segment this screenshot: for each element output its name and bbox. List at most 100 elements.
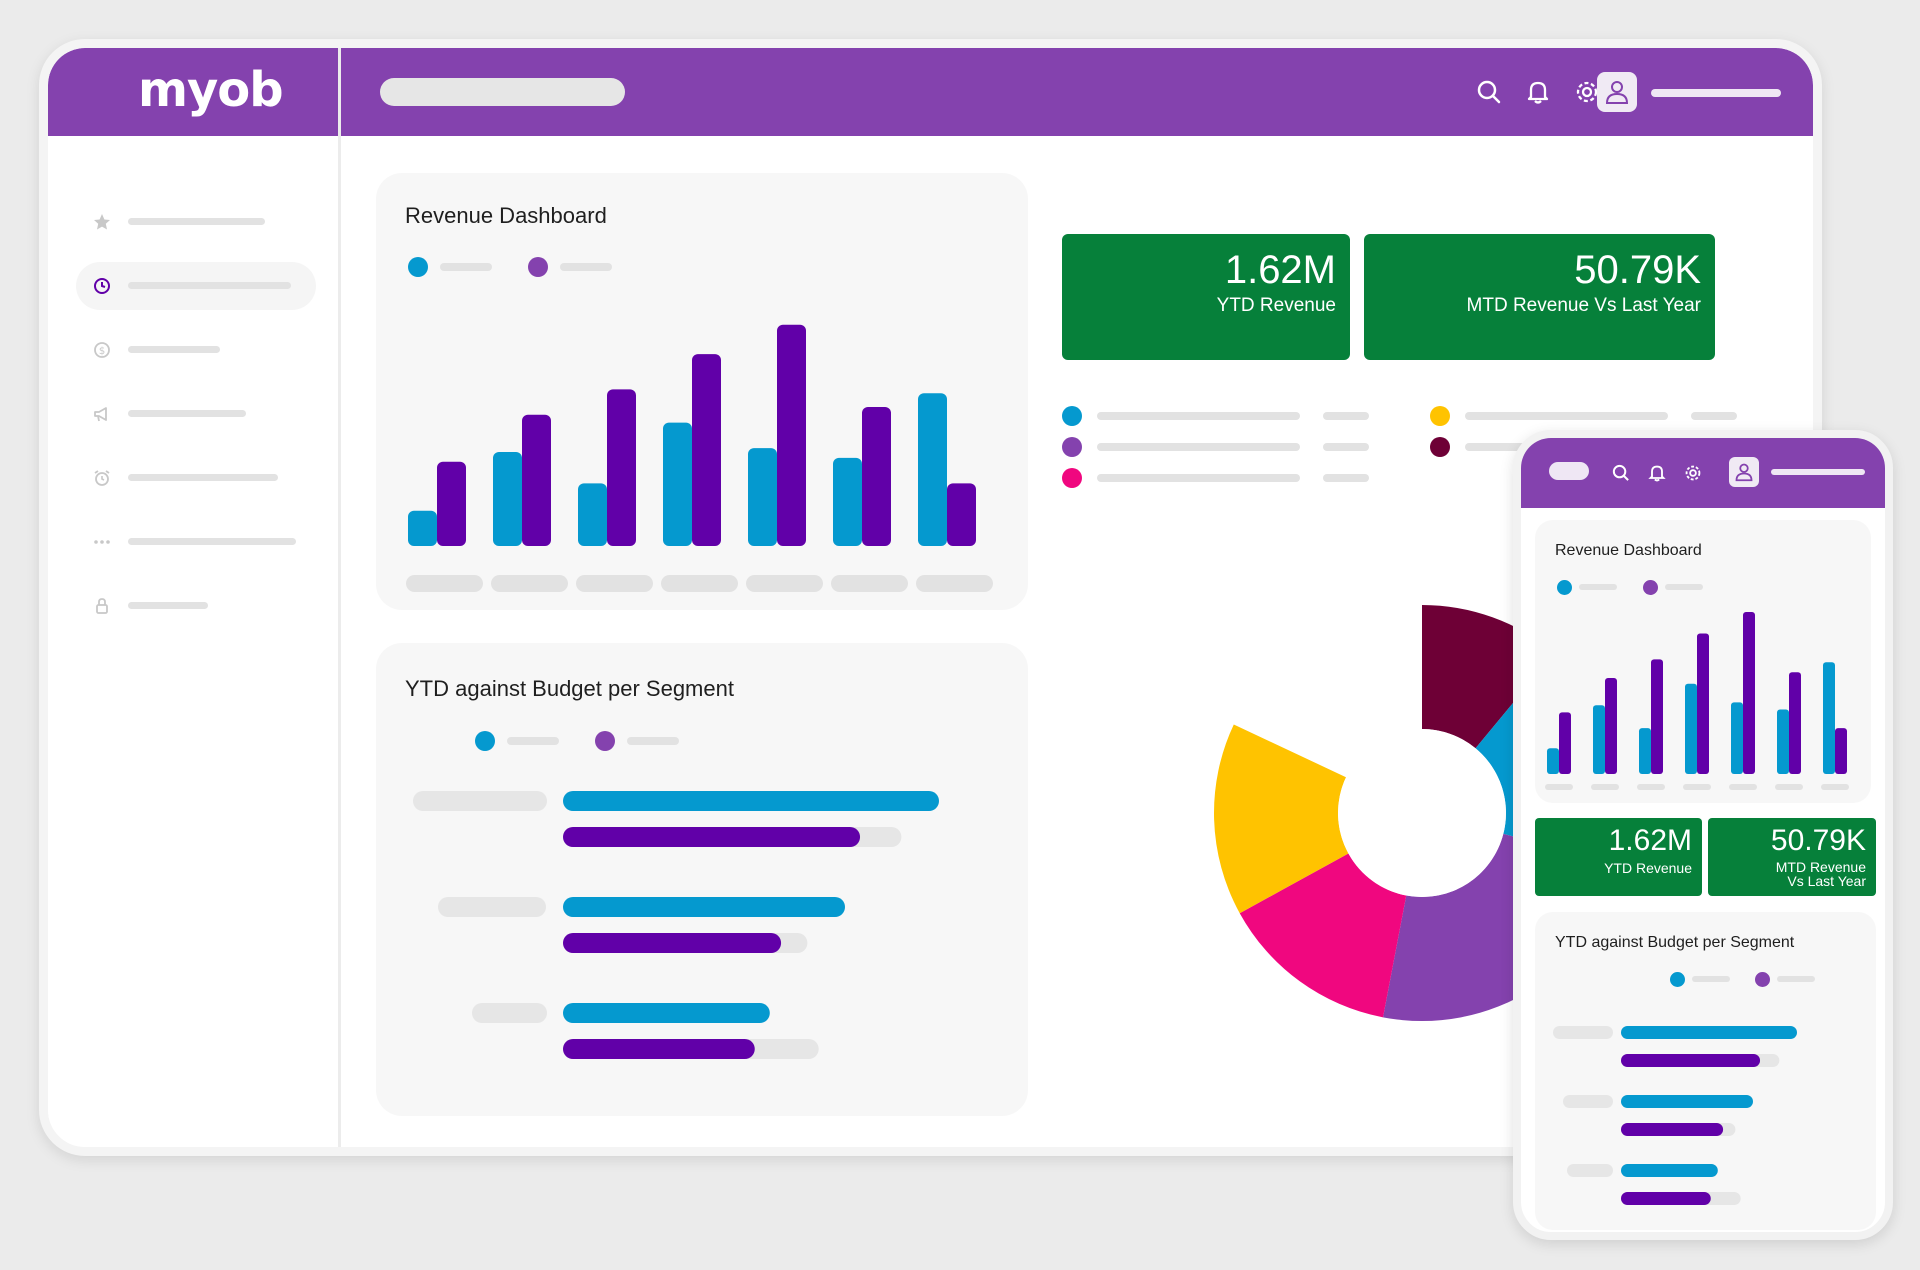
legend-label-placeholder [1777, 976, 1815, 982]
logo-area: myob [48, 48, 338, 136]
bar-series-a [748, 448, 777, 546]
bar-series-b [437, 461, 466, 546]
mobile-budget-panel: YTD against Budget per Segment [1535, 912, 1876, 1230]
dollar-icon: $ [94, 342, 110, 358]
bar-series-b [1621, 1054, 1761, 1067]
bell-icon[interactable] [1524, 78, 1552, 106]
x-tick-label-placeholder [1545, 784, 1573, 790]
legend-label-placeholder [1692, 976, 1730, 982]
mobile-revenue-panel: Revenue Dashboard [1535, 520, 1871, 803]
avatar[interactable] [1597, 72, 1637, 112]
avatar[interactable] [1729, 457, 1759, 487]
x-tick-label-placeholder [831, 575, 908, 592]
legend-dot [1062, 468, 1082, 488]
desktop-window: myob $ [39, 39, 1822, 1156]
kpi-label: MTD Revenue Vs Last Year [1775, 859, 1866, 889]
bar-series-a [1731, 702, 1743, 774]
segment-label-placeholder [438, 897, 546, 917]
bar-series-b [1743, 612, 1755, 774]
sidebar-divider [338, 48, 341, 1147]
bar-series-a [408, 510, 437, 546]
sidebar-item-favorites[interactable] [76, 198, 316, 246]
legend-label-placeholder [560, 263, 612, 271]
bar-series-b [947, 483, 976, 546]
legend-label-placeholder [1579, 584, 1617, 590]
donut-slice [1239, 853, 1407, 1018]
alarm-icon [94, 470, 110, 486]
panel-title: YTD against Budget per Segment [405, 676, 734, 701]
segment-label-placeholder [1567, 1164, 1613, 1177]
gear-icon[interactable] [1573, 78, 1601, 106]
star-icon [94, 214, 110, 230]
sidebar-item-more[interactable] [76, 518, 316, 566]
x-tick-label-placeholder [406, 575, 483, 592]
sidebar-item-label [128, 410, 246, 417]
bar-series-b [1621, 1192, 1711, 1205]
mobile-revenue-bar-chart [1545, 612, 1849, 790]
search-bar[interactable] [380, 78, 625, 106]
legend-label-placeholder [1097, 474, 1300, 482]
kpi-value: 1.62M [1608, 824, 1692, 857]
sidebar-item-reminders[interactable] [76, 454, 316, 502]
sidebar-item-label [128, 282, 291, 289]
bar-series-a [1823, 662, 1835, 774]
legend-value-placeholder [1323, 474, 1369, 482]
bar-series-b [777, 324, 806, 546]
bar-series-a [578, 483, 607, 546]
mobile-kpi-mtd: 50.79K MTD Revenue Vs Last Year [1708, 818, 1876, 896]
bar-actual [1621, 1164, 1718, 1177]
sidebar-item-recent[interactable] [76, 262, 316, 310]
clock-icon [94, 278, 110, 294]
search-icon[interactable] [1611, 463, 1631, 483]
sidebar-item-label [128, 474, 278, 481]
legend-dot [1430, 406, 1450, 426]
bar-series-a [1593, 705, 1605, 774]
megaphone-icon [94, 407, 107, 422]
panel-title: Revenue Dashboard [405, 203, 607, 228]
logo: myob [138, 62, 284, 118]
mobile-kpi-ytd: 1.62M YTD Revenue [1535, 818, 1702, 896]
mobile-budget-bar-chart [1553, 1026, 1797, 1205]
sidebar-item-security[interactable] [76, 582, 316, 630]
legend-label-placeholder [440, 263, 492, 271]
bar-series-b [1789, 672, 1801, 774]
gear-icon[interactable] [1683, 463, 1703, 483]
legend-dot [1670, 972, 1685, 987]
svg-text:$: $ [99, 346, 105, 357]
bar-series-a [1685, 683, 1697, 774]
bar-series-a [1547, 748, 1559, 774]
x-tick-label-placeholder [1683, 784, 1711, 790]
bar-series-a [1639, 728, 1651, 774]
search-icon[interactable] [1475, 78, 1503, 106]
bar-actual [563, 897, 845, 917]
lock-icon [96, 598, 108, 614]
x-tick-label-placeholder [746, 575, 823, 592]
bar-actual [563, 1003, 770, 1023]
bar-series-b [563, 1039, 755, 1059]
sidebar-item-label [128, 538, 296, 545]
x-tick-label-placeholder [1637, 784, 1665, 790]
legend-dot [1430, 437, 1450, 457]
mobile-menu-pill[interactable] [1549, 462, 1589, 480]
bar-actual [1621, 1095, 1753, 1108]
segment-label-placeholder [1563, 1095, 1613, 1108]
bar-series-b [1697, 633, 1709, 774]
legend-dot [1062, 406, 1082, 426]
x-tick-label-placeholder [1775, 784, 1803, 790]
sidebar-item-sales[interactable]: $ [76, 326, 316, 374]
revenue-bar-chart [406, 324, 993, 592]
legend-label-placeholder [1465, 443, 1545, 451]
legend-value-placeholder [1323, 412, 1369, 420]
donut-slice [1214, 724, 1349, 914]
legend-dot [1062, 437, 1082, 457]
sidebar-item-label [128, 218, 265, 225]
bell-icon[interactable] [1647, 463, 1667, 483]
mobile-device: Revenue Dashboard 1.62M YTD Revenue 50.7… [1513, 430, 1893, 1240]
legend-label-placeholder [627, 737, 679, 745]
bar-series-b [1605, 677, 1617, 774]
x-tick-label-placeholder [1591, 784, 1619, 790]
bar-series-b [692, 354, 721, 546]
bar-series-b [607, 389, 636, 546]
segment-label-placeholder [1553, 1026, 1613, 1039]
sidebar-item-marketing[interactable] [76, 390, 316, 438]
